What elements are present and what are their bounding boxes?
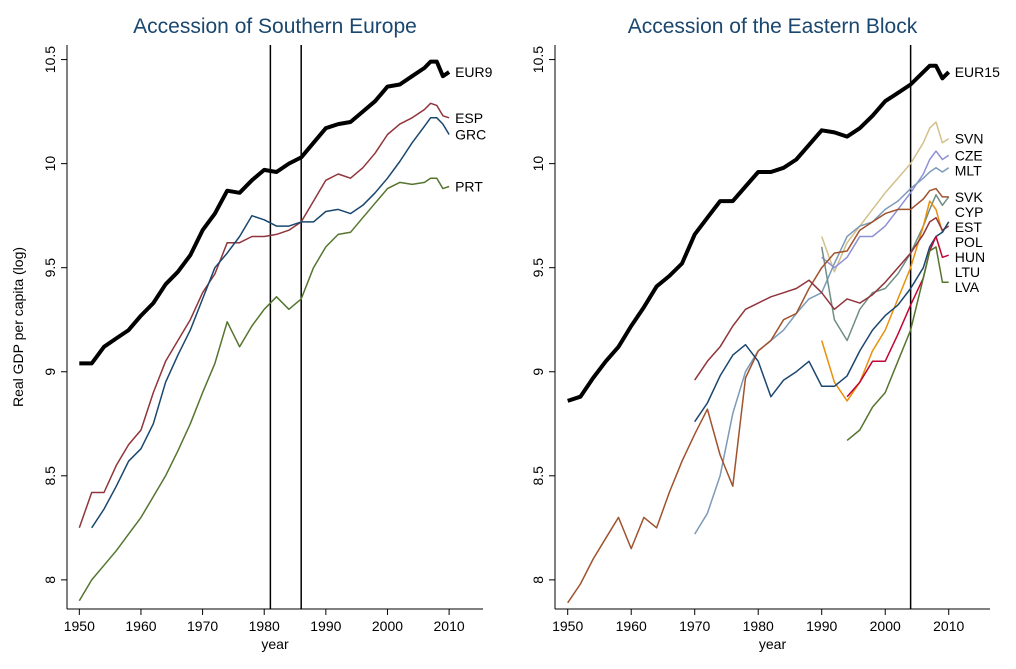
series-label: POL (955, 234, 983, 250)
series-line (694, 221, 950, 423)
series-label: CYP (955, 204, 984, 220)
y-tick-label: 10.5 (530, 46, 546, 73)
x-tick-label: 1960 (616, 618, 647, 634)
series-label: MLT (955, 162, 982, 178)
series-label: EUR9 (455, 64, 493, 80)
series-line (78, 102, 450, 529)
panel: Accession of Southern Europe 8 8.5 9 9.5 10 10… (10, 15, 493, 652)
panel: Accession of the Eastern Block 8 8.5 9 9.5 10… (530, 15, 1000, 652)
x-axis-label: year (759, 636, 787, 652)
y-tick-label: 9 (530, 368, 546, 376)
series-line (820, 194, 950, 342)
y-axis-label: Real GDP per capita (log) (10, 247, 26, 407)
x-tick-label: 2000 (372, 618, 403, 634)
series-label: LTU (955, 264, 980, 280)
y-tick-label: 10.5 (42, 46, 58, 73)
y-tick-label: 8.5 (42, 466, 58, 486)
series-label: EST (955, 219, 983, 235)
y-tick-label: 8 (42, 576, 58, 584)
x-tick-label: 2000 (870, 618, 901, 634)
x-tick-label: 1950 (64, 618, 95, 634)
series-line (694, 167, 950, 535)
x-tick-label: 1980 (249, 618, 280, 634)
series-label: HUN (955, 249, 985, 265)
series-line (78, 177, 450, 602)
series-line (820, 200, 950, 402)
series-line (846, 235, 949, 398)
y-tick-label: 9.5 (530, 258, 546, 278)
y-tick-label: 10 (42, 156, 58, 172)
x-tick-label: 2010 (434, 618, 465, 634)
series-label: EUR15 (955, 64, 1000, 80)
x-tick-label: 1980 (743, 618, 774, 634)
series-line (846, 246, 949, 441)
series-line (91, 117, 450, 529)
x-tick-label: 1970 (187, 618, 218, 634)
y-tick-label: 8 (530, 576, 546, 584)
chart-title: Accession of the Eastern Block (628, 15, 918, 38)
series-line (567, 63, 951, 403)
series-line (79, 59, 451, 366)
x-tick-label: 1950 (552, 618, 583, 634)
series-label: GRC (455, 126, 486, 142)
series-line (820, 121, 950, 273)
y-tick-label: 8.5 (530, 466, 546, 486)
series-label: SVK (955, 189, 984, 205)
x-axis-label: year (261, 636, 289, 652)
y-tick-label: 10 (530, 156, 546, 172)
series-label: SVN (955, 131, 984, 147)
series-line (694, 216, 950, 381)
x-tick-label: 1990 (806, 618, 837, 634)
series-line (567, 187, 949, 604)
x-tick-label: 1990 (310, 618, 341, 634)
y-tick-label: 9 (42, 368, 58, 376)
series-label: ESP (455, 110, 483, 126)
series-label: CZE (955, 147, 983, 163)
x-tick-label: 2010 (933, 618, 964, 634)
x-tick-label: 1970 (679, 618, 710, 634)
chart-title: Accession of Southern Europe (133, 15, 417, 38)
x-tick-label: 1960 (125, 618, 156, 634)
series-label: PRT (455, 179, 483, 195)
series-label: LVA (955, 279, 980, 295)
y-tick-label: 9.5 (42, 258, 58, 278)
